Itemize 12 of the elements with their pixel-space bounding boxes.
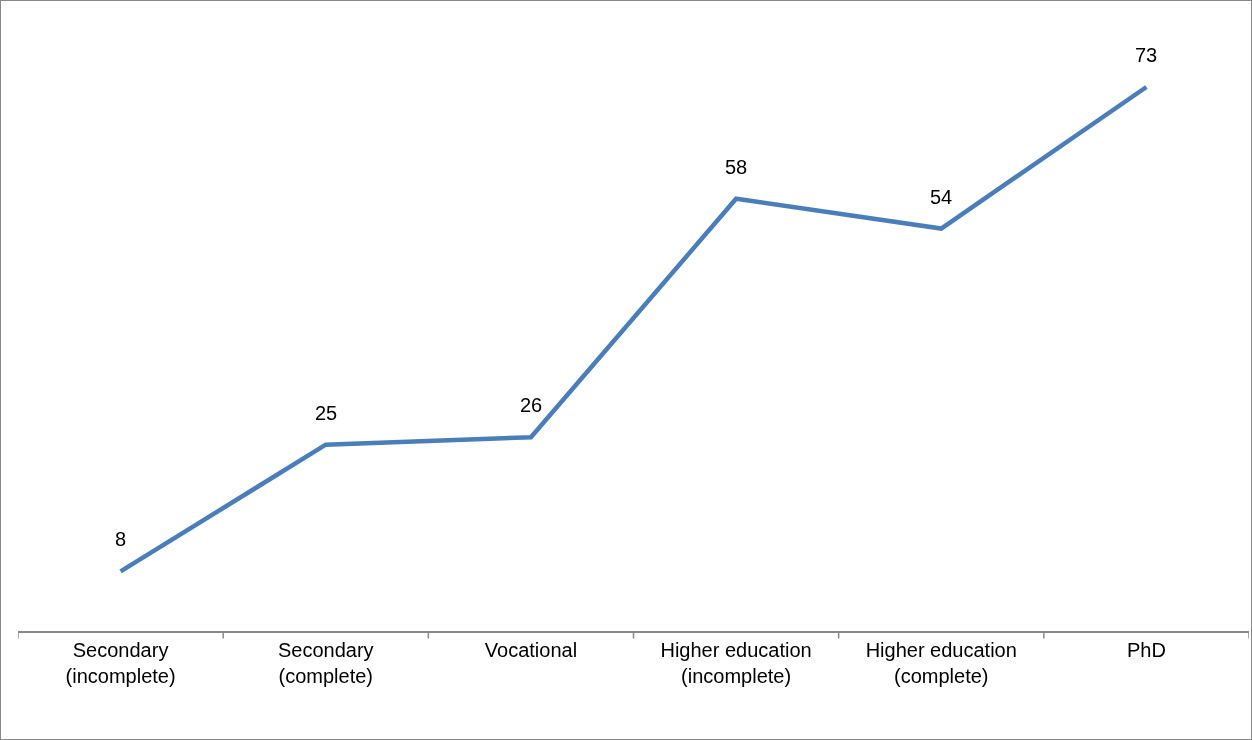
x-tick-label: Higher education (incomplete) [660,638,812,687]
data-label: 73 [1135,44,1158,66]
data-label: 25 [315,402,338,424]
x-tick-label: Higher education (complete) [865,638,1017,687]
data-label: 54 [930,186,953,208]
data-label: 58 [725,156,748,178]
x-tick-label: Secondary (incomplete) [65,638,176,687]
data-label: 8 [115,528,127,550]
x-tick-label: PhD [1126,638,1166,661]
data-label: 26 [520,394,543,416]
x-tick-label: Vocational [484,638,578,661]
x-tick-label: Secondary (complete) [277,638,374,687]
